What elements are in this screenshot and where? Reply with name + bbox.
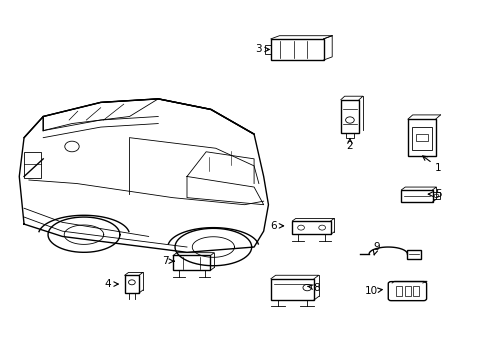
Text: 7: 7	[162, 256, 174, 266]
Text: 10: 10	[364, 286, 382, 296]
Bar	[24, 152, 41, 178]
Text: 1: 1	[422, 156, 441, 173]
Bar	[340, 100, 358, 133]
Bar	[292, 221, 330, 234]
Text: 8: 8	[307, 283, 319, 293]
Bar	[432, 192, 439, 199]
Bar	[270, 279, 313, 300]
Bar	[415, 134, 427, 141]
Bar	[411, 127, 431, 150]
Bar	[407, 249, 420, 259]
Bar	[173, 256, 210, 270]
Text: 2: 2	[346, 139, 352, 152]
Text: 3: 3	[255, 45, 269, 54]
Bar	[345, 133, 353, 138]
Bar	[404, 286, 410, 296]
Bar	[264, 45, 270, 54]
Text: 5: 5	[427, 189, 441, 199]
Bar	[412, 286, 419, 296]
Text: 6: 6	[269, 221, 283, 231]
Bar	[395, 286, 401, 296]
Bar	[270, 39, 323, 60]
Bar	[401, 190, 432, 202]
Text: 9: 9	[372, 242, 379, 255]
Text: 4: 4	[104, 279, 118, 289]
